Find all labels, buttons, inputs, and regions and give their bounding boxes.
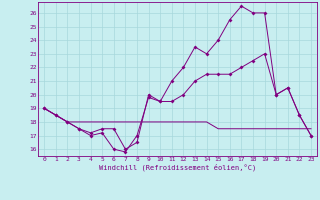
X-axis label: Windchill (Refroidissement éolien,°C): Windchill (Refroidissement éolien,°C) [99, 164, 256, 171]
